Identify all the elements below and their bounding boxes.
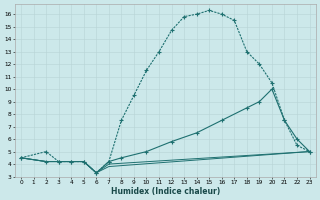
X-axis label: Humidex (Indice chaleur): Humidex (Indice chaleur) <box>111 187 220 196</box>
